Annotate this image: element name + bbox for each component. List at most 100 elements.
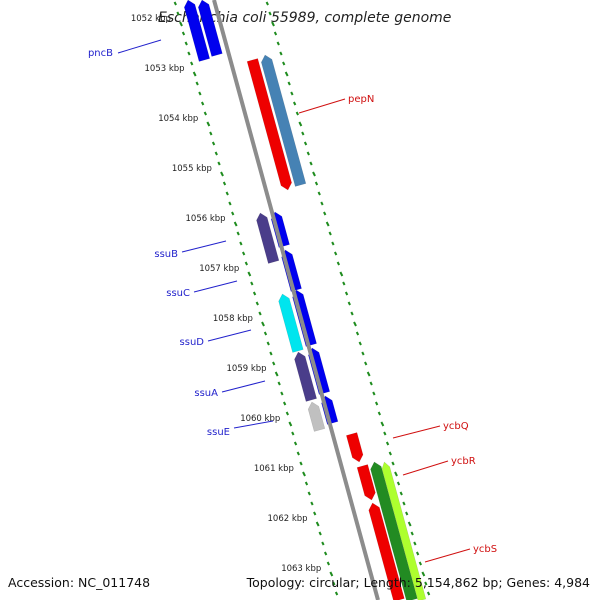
track-tick [258, 311, 262, 316]
track-tick [350, 311, 354, 316]
track-tick [244, 261, 249, 266]
gene-feature [246, 58, 292, 191]
track-tick [364, 361, 368, 366]
gene-feature [370, 461, 418, 600]
track-tick [303, 141, 308, 146]
track-tick [274, 371, 279, 377]
track-tick [195, 81, 199, 86]
track-tick [391, 461, 395, 466]
track-tick [426, 591, 431, 596]
kbp-label: 1055 kbp [172, 164, 212, 174]
track-tick [298, 121, 303, 127]
track-tick [295, 111, 300, 116]
track-tick [353, 321, 357, 327]
track-tick [206, 121, 211, 127]
track-tick [209, 131, 213, 136]
track-tick [190, 61, 194, 66]
track-tick [265, 1, 269, 6]
track-tick [374, 401, 379, 406]
track-tick [369, 381, 373, 386]
track-tick [293, 441, 298, 446]
kbp-label: 1062 kbp [268, 514, 308, 524]
track-tick [304, 481, 309, 486]
gene-label-ycbS: ycbS [473, 544, 497, 555]
track-tick [342, 281, 346, 286]
track-tick [239, 241, 243, 246]
track-tick [388, 451, 392, 456]
dotted-track-left [173, 1, 339, 596]
track-tick [250, 281, 254, 286]
leader-line [392, 425, 441, 439]
track-tick [291, 431, 295, 436]
track-tick [279, 51, 283, 56]
gene-label-ycbQ: ycbQ [443, 421, 469, 432]
kbp-label: 1057 kbp [199, 264, 239, 274]
track-tick [358, 341, 362, 346]
track-tick [310, 501, 314, 506]
track-tick [315, 521, 320, 527]
track-tick [418, 561, 423, 566]
track-tick [255, 301, 259, 306]
track-tick [181, 31, 186, 36]
gene-features [184, 0, 427, 600]
track-tick [333, 251, 338, 256]
gene-feature [346, 432, 364, 463]
track-tick [288, 421, 293, 427]
track-tick [222, 181, 227, 186]
track-tick [396, 481, 401, 486]
track-tick [271, 21, 275, 27]
leader-line [298, 98, 346, 114]
track-tick [263, 331, 268, 336]
track-tick [347, 301, 351, 306]
track-tick [383, 431, 387, 436]
track-tick [217, 161, 221, 166]
track-tick [372, 391, 376, 396]
track-tick [318, 531, 322, 536]
genome-summary-text: Topology: circular; Length: 5,154,862 bp… [246, 575, 590, 590]
track-tick [361, 351, 365, 356]
track-tick [282, 61, 286, 66]
track-tick [309, 161, 313, 166]
kbp-label: 1058 kbp [213, 314, 253, 324]
track-tick [326, 561, 331, 566]
track-tick [287, 81, 291, 86]
kbp-label: 1060 kbp [240, 414, 280, 424]
gene-feature [307, 401, 326, 432]
kbp-label: 1061 kbp [254, 464, 294, 474]
gene-feature [198, 0, 223, 57]
track-tick [292, 101, 297, 106]
kbp-label: 1054 kbp [158, 114, 198, 124]
track-tick [184, 41, 188, 46]
track-tick [328, 231, 332, 236]
gene-label-pncB: pncB [88, 48, 113, 59]
gene-feature [294, 351, 317, 402]
track-tick [276, 41, 280, 46]
track-tick [284, 71, 289, 77]
leader-line [402, 460, 449, 476]
track-tick [179, 21, 183, 27]
track-tick [290, 91, 294, 96]
dotted-track-right [265, 1, 431, 596]
track-tick [331, 241, 335, 246]
gene-labels: pncB ssuB ssuC ssuD ssuA ssuE pepN ycbQ ycbR ycbS [88, 39, 497, 563]
track-tick [323, 551, 328, 556]
track-tick [272, 361, 276, 366]
track-tick [214, 151, 218, 156]
kbp-label: 1056 kbp [186, 214, 226, 224]
track-tick [200, 101, 205, 106]
leader-line [117, 39, 162, 54]
leader-line [221, 380, 266, 393]
track-tick [306, 151, 310, 156]
gene-label-ssuD: ssuD [180, 337, 205, 348]
track-tick [203, 111, 208, 116]
track-tick [332, 581, 336, 586]
track-tick [339, 271, 344, 277]
track-tick [415, 551, 420, 556]
track-tick [314, 181, 319, 186]
track-tick [273, 31, 278, 36]
track-tick [410, 531, 414, 536]
gene-label-ssuC: ssuC [166, 288, 190, 299]
kbp-scale: 1052 kbp 1053 kbp 1054 kbp 1055 kbp 1056 kbp… [131, 14, 321, 574]
track-tick [277, 381, 281, 386]
track-tick [301, 131, 305, 136]
